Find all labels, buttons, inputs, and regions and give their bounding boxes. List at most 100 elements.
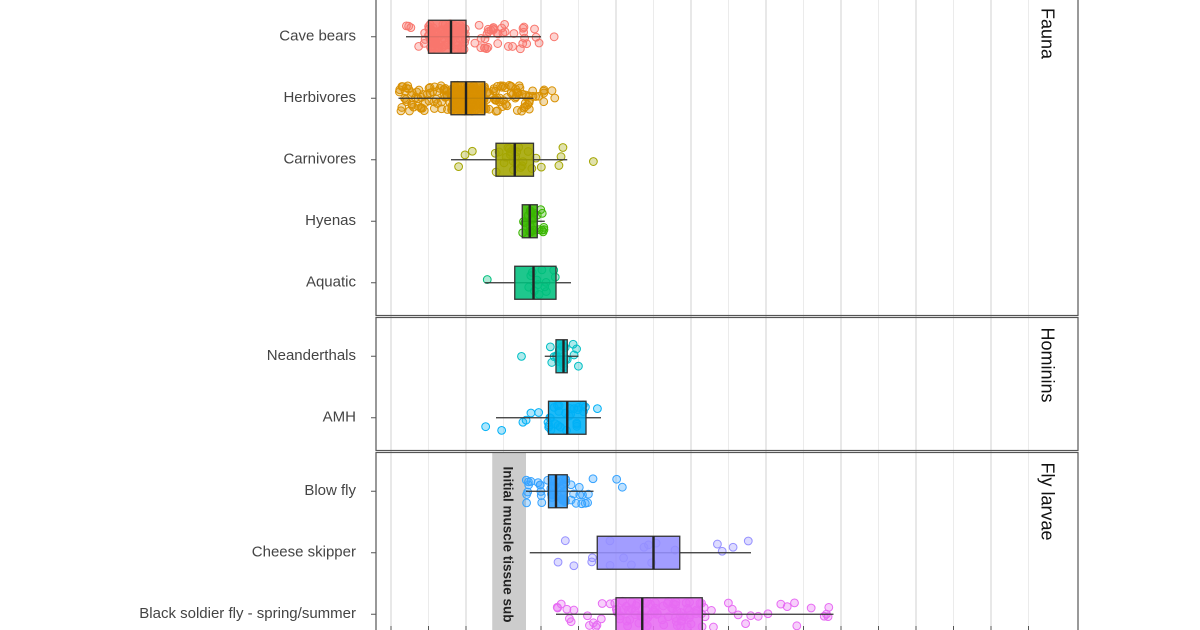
data-point: [522, 498, 531, 508]
series-herbivores: [394, 80, 560, 116]
data-point: [539, 97, 549, 107]
data-point: [517, 352, 526, 361]
facet-label-fauna: Fauna: [1037, 8, 1057, 60]
data-point: [534, 38, 544, 48]
annotation-band: [492, 452, 526, 630]
series-cheese-skipper: [529, 535, 753, 571]
data-point: [558, 143, 568, 152]
iqr-box: [596, 535, 681, 570]
data-point: [605, 599, 615, 609]
data-point: [515, 44, 525, 54]
iqr-box: [514, 265, 557, 300]
data-point: [429, 104, 439, 113]
data-point: [518, 417, 528, 427]
series-amh: [481, 400, 602, 435]
data-point: [539, 222, 549, 232]
data-point: [545, 342, 555, 352]
y-tick-label: Cheese skipper: [252, 544, 356, 561]
data-point: [554, 161, 564, 170]
data-point: [553, 557, 563, 567]
data-point: [521, 475, 531, 485]
data-point: [574, 361, 583, 371]
data-point: [534, 408, 544, 417]
data-point: [530, 24, 539, 34]
data-point: [524, 98, 534, 108]
data-point: [709, 622, 718, 630]
data-point: [792, 621, 802, 630]
data-point: [512, 88, 522, 98]
data-point: [406, 23, 416, 33]
annotation-label: Initial muscle tissue sub: [501, 467, 516, 623]
data-point: [593, 404, 602, 414]
iqr-box: [427, 19, 467, 54]
data-point: [741, 619, 750, 628]
data-point: [531, 92, 541, 101]
y-tick-label: Herbivores: [283, 89, 356, 106]
data-point: [569, 605, 579, 615]
data-point: [437, 104, 446, 114]
data-point: [506, 82, 516, 91]
data-point: [569, 561, 579, 571]
facet-label-fly-larvae: Fly larvae: [1037, 463, 1057, 541]
data-point: [417, 103, 427, 113]
data-point: [491, 106, 501, 116]
data-point: [569, 350, 579, 360]
data-point: [512, 106, 522, 115]
data-point: [536, 491, 546, 500]
data-point: [524, 480, 534, 490]
series-cave-bears: [402, 19, 559, 54]
data-point: [493, 39, 503, 48]
data-point: [753, 611, 763, 621]
data-point: [488, 24, 498, 34]
facet-label-hominins: Hominins: [1037, 328, 1057, 403]
data-point: [556, 152, 566, 162]
data-point: [526, 408, 536, 418]
data-point: [717, 546, 727, 556]
y-tick-label: AMH: [323, 409, 356, 426]
data-point: [550, 93, 560, 103]
data-point: [404, 84, 414, 94]
data-point: [819, 611, 829, 621]
data-point: [746, 611, 756, 621]
facet-panel-fly-larvae: [375, 451, 1079, 630]
series-black-soldier-fly-spring-summer: [552, 596, 834, 630]
data-point: [583, 489, 593, 499]
data-point: [394, 87, 404, 97]
data-point: [414, 42, 424, 51]
data-point: [454, 162, 464, 172]
data-point: [707, 606, 716, 615]
series-neanderthals: [517, 339, 583, 374]
y-tick-label: Neanderthals: [267, 347, 356, 364]
data-point: [401, 95, 411, 104]
data-point: [743, 536, 753, 546]
data-point: [497, 425, 507, 435]
data-point: [562, 604, 572, 614]
data-point: [583, 498, 593, 508]
data-point: [713, 539, 722, 549]
data-point: [539, 85, 549, 95]
data-point: [728, 542, 738, 552]
data-point: [549, 32, 559, 42]
facet-panel-fauna: [375, 0, 1079, 317]
data-point: [535, 480, 545, 490]
data-point: [397, 103, 407, 112]
data-point: [508, 42, 517, 51]
data-point: [587, 553, 597, 563]
data-point: [790, 598, 799, 608]
annotation-layer: Initial muscle tissue sub: [492, 452, 526, 630]
data-point: [597, 599, 607, 608]
facet-panel-hominins: [375, 316, 1079, 452]
y-tick-label: Aquatic: [306, 274, 357, 291]
data-point: [553, 603, 563, 613]
iqr-box: [555, 339, 568, 374]
data-point: [536, 162, 546, 172]
data-point: [481, 422, 491, 432]
data-point: [425, 83, 435, 92]
data-point: [806, 603, 816, 613]
data-point: [519, 22, 529, 32]
data-point: [474, 20, 484, 30]
series-carnivores: [451, 142, 598, 177]
panel-frame-layer: [375, 0, 1079, 630]
series-layer: [394, 19, 834, 630]
